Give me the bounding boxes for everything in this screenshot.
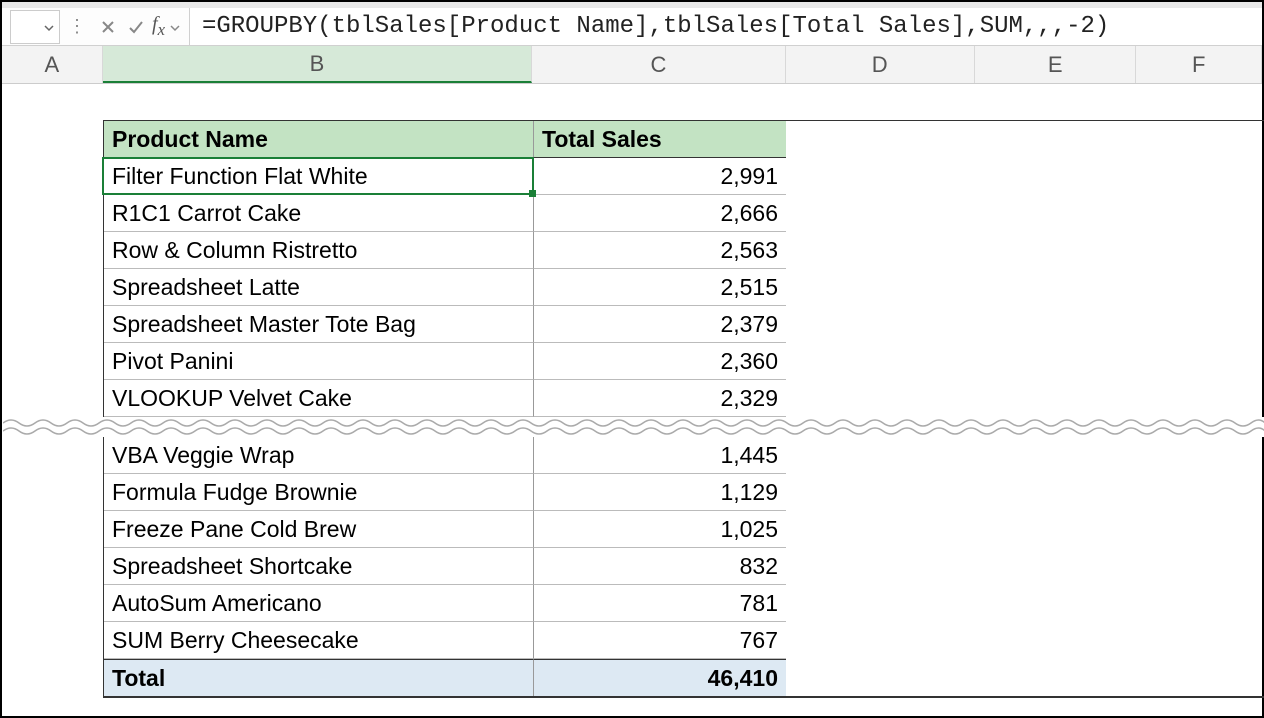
cell-product[interactable]: Pivot Panini	[104, 343, 534, 380]
cancel-button[interactable]	[96, 15, 120, 39]
header-sales[interactable]: Total Sales	[534, 121, 786, 158]
cell-sales[interactable]: 767	[534, 622, 786, 659]
cell-product[interactable]: VBA Veggie Wrap	[104, 437, 534, 474]
total-row: Total 46,410	[104, 659, 1264, 696]
formula-input[interactable]: =GROUPBY(tblSales[Product Name],tblSales…	[189, 8, 1262, 45]
column-header-a[interactable]: A	[2, 46, 103, 83]
total-value[interactable]: 46,410	[534, 659, 786, 696]
table-row: VLOOKUP Velvet Cake2,329	[104, 380, 1264, 417]
cell-sales[interactable]: 1,129	[534, 474, 786, 511]
table-row: Filter Function Flat White2,991	[104, 158, 1264, 195]
cell-product[interactable]: Freeze Pane Cold Brew	[104, 511, 534, 548]
cell-product[interactable]: AutoSum Americano	[104, 585, 534, 622]
cell-product[interactable]: R1C1 Carrot Cake	[104, 195, 534, 232]
name-box[interactable]	[10, 10, 60, 44]
cell-sales[interactable]: 2,991	[534, 158, 786, 195]
cell-sales[interactable]: 2,515	[534, 269, 786, 306]
table-row: Row & Column Ristretto2,563	[104, 232, 1264, 269]
cell-sales[interactable]: 832	[534, 548, 786, 585]
data-table: Product Name Total Sales Filter Function…	[103, 120, 1264, 698]
cell-product[interactable]: Formula Fudge Brownie	[104, 474, 534, 511]
table-row: Pivot Panini2,360	[104, 343, 1264, 380]
table-row: Spreadsheet Shortcake832	[104, 548, 1264, 585]
cell-sales[interactable]: 2,379	[534, 306, 786, 343]
cell-product[interactable]: Spreadsheet Shortcake	[104, 548, 534, 585]
cell-product[interactable]: Spreadsheet Master Tote Bag	[104, 306, 534, 343]
cell-product[interactable]: Filter Function Flat White	[104, 158, 534, 195]
tear-line	[3, 417, 1264, 437]
header-product[interactable]: Product Name	[104, 121, 534, 158]
table-row: Spreadsheet Latte2,515	[104, 269, 1264, 306]
table-row: SUM Berry Cheesecake767	[104, 622, 1264, 659]
total-label[interactable]: Total	[104, 659, 534, 696]
table-row: VBA Veggie Wrap1,445	[104, 437, 1264, 474]
cell-sales[interactable]: 781	[534, 585, 786, 622]
chevron-down-icon	[169, 21, 181, 33]
cell-sales[interactable]: 1,025	[534, 511, 786, 548]
cell-sales[interactable]: 2,329	[534, 380, 786, 417]
column-header-f[interactable]: F	[1136, 46, 1262, 83]
cell-product[interactable]: Spreadsheet Latte	[104, 269, 534, 306]
table-row: Spreadsheet Master Tote Bag2,379	[104, 306, 1264, 343]
enter-button[interactable]	[124, 15, 148, 39]
cell-product[interactable]: SUM Berry Cheesecake	[104, 622, 534, 659]
formula-bar: ⋮ fx =GROUPBY(tblSales[Product Name],tbl…	[2, 2, 1262, 46]
column-header-e[interactable]: E	[975, 46, 1136, 83]
column-headers: A B C D E F	[2, 46, 1262, 84]
table-row: Freeze Pane Cold Brew1,025	[104, 511, 1264, 548]
cell-product[interactable]: Row & Column Ristretto	[104, 232, 534, 269]
cell-sales[interactable]: 2,666	[534, 195, 786, 232]
table-row: R1C1 Carrot Cake2,666	[104, 195, 1264, 232]
table-row: Formula Fudge Brownie1,129	[104, 474, 1264, 511]
cell-sales[interactable]: 1,445	[534, 437, 786, 474]
chevron-down-icon	[43, 21, 55, 33]
column-header-b[interactable]: B	[103, 46, 533, 83]
cell-product[interactable]: VLOOKUP Velvet Cake	[104, 380, 534, 417]
table-row: AutoSum Americano781	[104, 585, 1264, 622]
cell-sales[interactable]: 2,360	[534, 343, 786, 380]
column-header-c[interactable]: C	[532, 46, 785, 83]
divider: ⋮	[68, 16, 86, 37]
table-header-row: Product Name Total Sales	[104, 121, 1264, 158]
column-header-d[interactable]: D	[786, 46, 975, 83]
cell-sales[interactable]: 2,563	[534, 232, 786, 269]
fx-icon[interactable]: fx	[152, 13, 165, 40]
